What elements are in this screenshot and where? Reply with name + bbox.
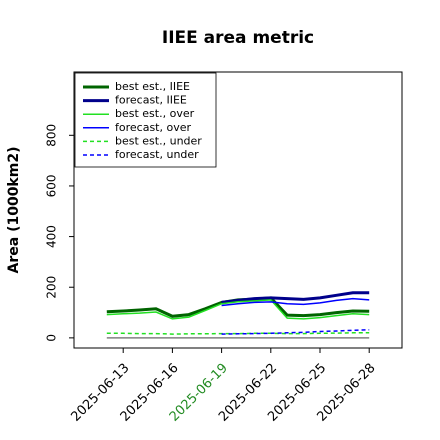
y-axis-label: Area (1000km2) [6, 147, 22, 274]
y-tick-label: 800 [45, 124, 59, 147]
series-line [221, 297, 370, 307]
series-line [106, 299, 370, 320]
series-line [221, 291, 370, 304]
legend-label: forecast, IIEE [115, 94, 187, 107]
y-tick-label: 0 [45, 334, 59, 342]
series-line [221, 329, 370, 335]
legend-label: forecast, over [115, 121, 191, 134]
y-tick-label: 200 [45, 276, 59, 299]
legend-box [74, 72, 217, 168]
legend-label: best est., under [115, 134, 202, 147]
legend-label: forecast, under [115, 148, 199, 161]
chart-title: IIEE area metric [162, 28, 314, 48]
plot-frame [73, 71, 403, 349]
legend-label: best est., IIEE [115, 80, 190, 93]
y-tick-label: 400 [45, 225, 59, 248]
legend-label: best est., over [115, 107, 195, 120]
y-tick-label: 600 [45, 174, 59, 197]
series-line [106, 332, 370, 335]
